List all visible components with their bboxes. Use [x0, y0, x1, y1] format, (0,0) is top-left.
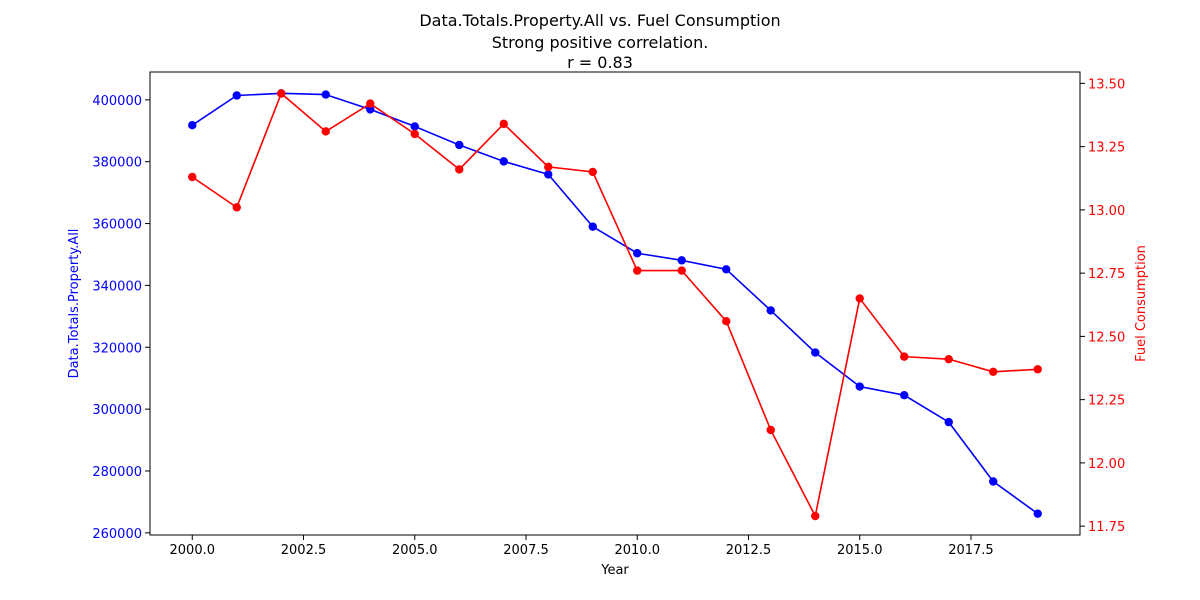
property-all-point — [588, 222, 597, 231]
chart-title: Data.Totals.Property.All vs. Fuel Consum… — [419, 11, 780, 30]
chart-subtitle: Strong positive correlation. — [492, 33, 709, 52]
x-tick-label: 2000.0 — [170, 543, 216, 558]
right-y-axis-label: Fuel Consumption — [1134, 245, 1149, 362]
property-all-point — [722, 265, 731, 274]
property-all-point — [544, 170, 553, 179]
left-y-tick-label: 380000 — [92, 156, 142, 171]
property-all-point — [1033, 509, 1042, 518]
right-y-tick-label: 12.25 — [1088, 394, 1125, 409]
x-axis-label: Year — [600, 563, 629, 578]
x-tick-label: 2012.5 — [726, 543, 772, 558]
fuel-consumption-point — [499, 119, 508, 129]
right-y-tick-label: 13.00 — [1088, 204, 1125, 219]
left-y-axis-ticks: 260000 280000 300000 320000 340000 360000 3800… — [92, 94, 150, 542]
property-all-point — [766, 306, 775, 315]
left-y-tick-label: 320000 — [92, 341, 142, 356]
property-all-point — [410, 122, 419, 131]
x-tick-label: 2005.0 — [392, 543, 438, 558]
property-all-point — [677, 256, 686, 265]
right-y-axis-ticks: 11.75 12.00 12.25 12.50 12.75 13.00 13.25 13.50 — [1080, 77, 1125, 535]
x-tick-label: 2015.0 — [837, 543, 883, 558]
property-all-point — [232, 91, 241, 100]
x-tick-label: 2010.0 — [614, 543, 660, 558]
property-all-point — [455, 140, 464, 150]
left-y-tick-label: 260000 — [92, 527, 142, 542]
x-tick-label: 2002.5 — [281, 543, 327, 558]
fuel-consumption-point — [277, 89, 286, 98]
property-all-point — [366, 105, 375, 114]
x-axis-ticks: 2000.0 2002.5 2005.0 2007.5 2010.0 2012.5 2015… — [170, 535, 994, 558]
right-y-tick-label: 13.50 — [1088, 77, 1125, 92]
fuel-consumption-point — [989, 367, 998, 377]
fuel-consumption-point — [455, 165, 464, 174]
right-y-tick-label: 13.25 — [1088, 141, 1125, 156]
property-all-series-line — [191, 92, 1039, 515]
x-tick-label: 2017.5 — [948, 543, 994, 558]
left-y-tick-label: 360000 — [92, 218, 142, 233]
right-y-tick-label: 12.50 — [1088, 330, 1125, 345]
property-all-point — [989, 477, 998, 486]
fuel-consumption-point — [366, 99, 375, 108]
fuel-consumption-point — [855, 294, 864, 303]
property-all-point — [499, 157, 508, 166]
series-layer — [188, 89, 1042, 521]
fuel-consumption-point — [544, 162, 553, 172]
fuel-consumption-point — [722, 317, 731, 326]
fuel-consumption-point — [188, 172, 197, 182]
fuel-consumption-point — [1033, 365, 1042, 374]
plot-frame — [149, 71, 1081, 536]
fuel-consumption-series-line — [191, 92, 1038, 517]
property-all-point — [900, 391, 909, 400]
left-y-tick-label: 400000 — [92, 94, 142, 109]
left-y-tick-label: 280000 — [92, 465, 142, 480]
property-all-point — [855, 382, 864, 391]
fuel-consumption-point — [588, 167, 597, 177]
fuel-consumption-point — [900, 352, 909, 361]
left-y-axis-label: Data.Totals.Property.All — [67, 229, 82, 379]
x-tick-label: 2007.5 — [503, 543, 549, 558]
left-y-tick-label: 300000 — [92, 403, 142, 418]
property-all-point — [321, 90, 330, 99]
fuel-consumption-point — [944, 354, 953, 364]
right-y-tick-label: 12.00 — [1088, 457, 1125, 472]
property-all-point — [944, 417, 953, 427]
correlation-annotation: r = 0.83 — [567, 53, 633, 72]
fuel-consumption-point — [321, 127, 330, 136]
fuel-consumption-point — [766, 425, 775, 435]
fuel-consumption-point — [677, 266, 686, 275]
property-all-point — [188, 120, 197, 130]
property-all-point — [811, 348, 820, 357]
left-y-tick-label: 340000 — [92, 279, 142, 294]
fuel-consumption-point — [633, 266, 642, 275]
right-y-tick-label: 12.75 — [1088, 267, 1125, 282]
fuel-consumption-point — [232, 203, 241, 212]
property-all-point — [633, 249, 642, 258]
right-y-tick-label: 11.75 — [1088, 520, 1125, 535]
fuel-consumption-point — [410, 129, 419, 139]
fuel-consumption-point — [811, 511, 820, 521]
